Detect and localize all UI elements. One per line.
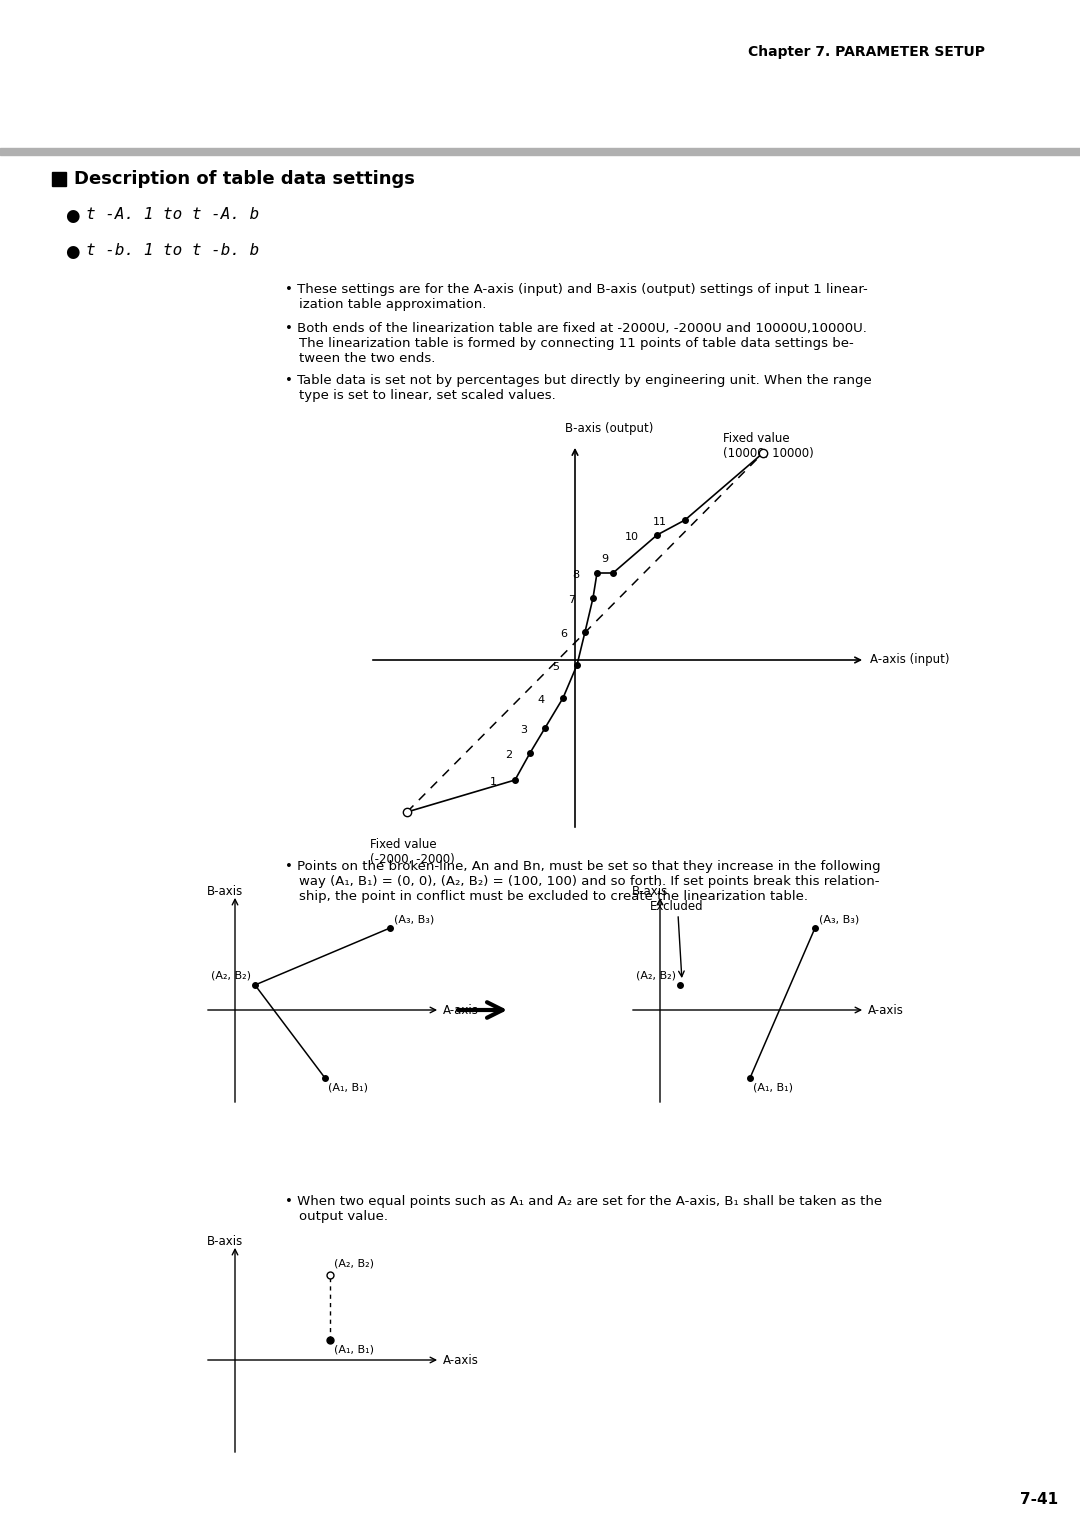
Text: B-axis: B-axis	[632, 885, 669, 898]
Text: 10: 10	[625, 532, 639, 542]
Text: ship, the point in conflict must be excluded to create the linearization table.: ship, the point in conflict must be excl…	[299, 889, 808, 903]
Text: A-axis (input): A-axis (input)	[870, 654, 949, 666]
Text: B-axis: B-axis	[207, 885, 243, 898]
Text: ●: ●	[65, 206, 80, 225]
Text: t -b. 1 to t -b. b: t -b. 1 to t -b. b	[86, 243, 259, 258]
Text: (A₃, B₃): (A₃, B₃)	[394, 914, 434, 924]
Text: • Points on the broken-line, An and Bn, must be set so that they increase in the: • Points on the broken-line, An and Bn, …	[285, 860, 880, 872]
Text: • When two equal points such as A₁ and A₂ are set for the A-axis, B₁ shall be ta: • When two equal points such as A₁ and A…	[285, 1195, 882, 1209]
Text: 8: 8	[572, 570, 579, 581]
Text: 4: 4	[538, 695, 545, 704]
Text: way (A₁, B₁) = (0, 0), (A₂, B₂) = (100, 100) and so forth. If set points break t: way (A₁, B₁) = (0, 0), (A₂, B₂) = (100, …	[299, 876, 879, 888]
Text: A-axis: A-axis	[443, 1004, 478, 1016]
Text: B-axis: B-axis	[207, 1235, 243, 1248]
Text: (A₂, B₂): (A₂, B₂)	[334, 1259, 374, 1268]
Text: 7-41: 7-41	[1020, 1491, 1058, 1507]
Text: 2: 2	[504, 750, 512, 759]
Text: Excluded: Excluded	[650, 900, 704, 914]
Text: 1: 1	[490, 778, 497, 787]
Text: tween the two ends.: tween the two ends.	[299, 351, 435, 365]
Text: Chapter 7. PARAMETER SETUP: Chapter 7. PARAMETER SETUP	[748, 44, 985, 60]
Text: Description of table data settings: Description of table data settings	[75, 170, 415, 188]
Text: 11: 11	[653, 516, 667, 527]
Bar	[52, 173, 66, 186]
Text: 6: 6	[561, 630, 567, 639]
Bar	[0, 148, 1080, 154]
Text: ization table approximation.: ization table approximation.	[299, 298, 486, 312]
Text: 9: 9	[600, 555, 608, 564]
Text: Fixed value: Fixed value	[370, 837, 436, 851]
Text: B-axis (output): B-axis (output)	[565, 422, 653, 435]
Text: • Both ends of the linearization table are fixed at -2000U, -2000U and 10000U,10: • Both ends of the linearization table a…	[285, 322, 867, 335]
Text: type is set to linear, set scaled values.: type is set to linear, set scaled values…	[299, 390, 556, 402]
Text: 7: 7	[568, 594, 575, 605]
Text: ●: ●	[65, 243, 80, 261]
Text: A-axis: A-axis	[868, 1004, 904, 1016]
Text: A-axis: A-axis	[443, 1354, 478, 1366]
Text: The linearization table is formed by connecting 11 points of table data settings: The linearization table is formed by con…	[299, 338, 854, 350]
Text: t -A. 1 to t -A. b: t -A. 1 to t -A. b	[86, 206, 259, 222]
Text: 5: 5	[552, 662, 559, 672]
Text: (10000, 10000): (10000, 10000)	[723, 448, 813, 460]
Text: • Table data is set not by percentages but directly by engineering unit. When th: • Table data is set not by percentages b…	[285, 374, 872, 387]
Text: (-2000, -2000): (-2000, -2000)	[370, 853, 455, 866]
Text: (A₂, B₂): (A₂, B₂)	[636, 970, 676, 981]
Text: output value.: output value.	[299, 1210, 388, 1222]
Text: (A₂, B₂): (A₂, B₂)	[211, 970, 251, 981]
Text: Fixed value: Fixed value	[723, 432, 789, 445]
Text: • These settings are for the A-axis (input) and B-axis (output) settings of inpu: • These settings are for the A-axis (inp…	[285, 283, 867, 296]
Text: 3: 3	[519, 724, 527, 735]
Text: (A₁, B₁): (A₁, B₁)	[334, 1345, 374, 1354]
Text: (A₁, B₁): (A₁, B₁)	[328, 1083, 368, 1093]
Text: (A₁, B₁): (A₁, B₁)	[753, 1083, 793, 1093]
Text: (A₃, B₃): (A₃, B₃)	[819, 914, 860, 924]
